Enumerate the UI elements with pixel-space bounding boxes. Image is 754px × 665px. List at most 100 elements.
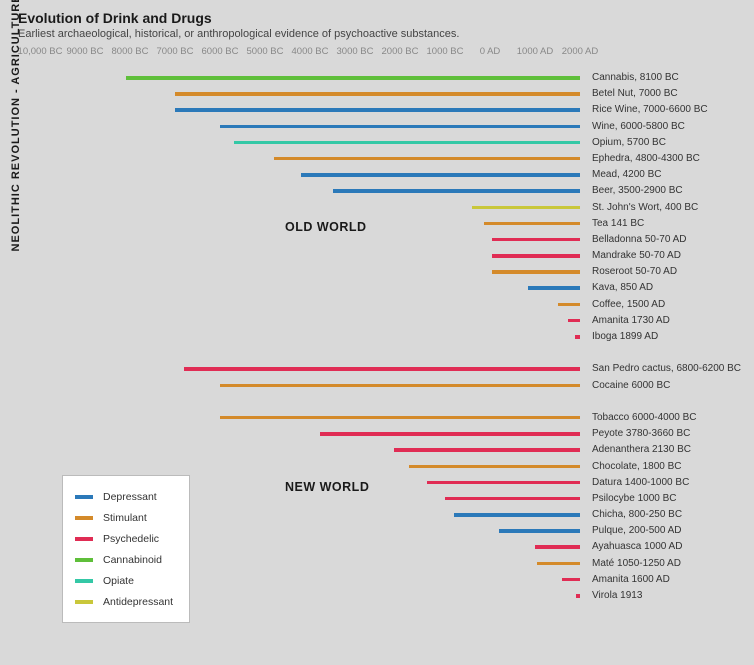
timeline-bar	[333, 189, 581, 193]
row-label: Coffee, 1500 AD	[592, 299, 665, 310]
legend-swatch	[75, 579, 93, 583]
timeline-row: Mandrake 50-70 AD	[40, 248, 740, 264]
axis-tick: 2000 AD	[562, 46, 598, 57]
row-label: Amanita 1600 AD	[592, 574, 670, 585]
timeline-bar	[499, 529, 580, 533]
legend-label: Cannabinoid	[103, 554, 162, 566]
timeline-bar	[427, 481, 580, 485]
axis-tick: 1000 BC	[427, 46, 464, 57]
row-label: Maté 1050-1250 AD	[592, 558, 681, 569]
row-label: Virola 1913	[592, 590, 642, 601]
section-label-old-world: OLD WORLD	[285, 220, 367, 234]
timeline-row: Tea 141 BC	[40, 216, 740, 232]
row-label: Iboga 1899 AD	[592, 331, 658, 342]
timeline-bar	[492, 238, 580, 242]
timeline-row: Peyote 3780-3660 BC	[40, 426, 740, 442]
timeline-row: Wine, 6000-5800 BC	[40, 119, 740, 135]
row-label: Rice Wine, 7000-6600 BC	[592, 104, 708, 115]
row-label: Peyote 3780-3660 BC	[592, 428, 690, 439]
timeline-row: Tobacco 6000-4000 BC	[40, 410, 740, 426]
timeline-row: Betel Nut, 7000 BC	[40, 86, 740, 102]
timeline-row: Kava, 850 AD	[40, 280, 740, 296]
axis-tick: 5000 BC	[247, 46, 284, 57]
legend-swatch	[75, 558, 93, 562]
row-label: Roseroot 50-70 AD	[592, 266, 677, 277]
row-label: Tobacco 6000-4000 BC	[592, 412, 697, 423]
axis-tick: 10,000 BC	[18, 46, 63, 57]
timeline-bar	[568, 319, 580, 323]
row-label: Adenanthera 2130 BC	[592, 444, 691, 455]
timeline-bar	[409, 465, 580, 469]
timeline-bar	[274, 157, 580, 161]
timeline-bar	[558, 303, 581, 307]
legend-label: Antidepressant	[103, 596, 173, 608]
row-label: Kava, 850 AD	[592, 282, 653, 293]
timeline-row: Roseroot 50-70 AD	[40, 264, 740, 280]
axis-tick: 3000 BC	[337, 46, 374, 57]
timeline-row: Cocaine 6000 BC	[40, 378, 740, 394]
legend-swatch	[75, 516, 93, 520]
row-label: Opium, 5700 BC	[592, 137, 666, 148]
timeline-row: Cannabis, 8100 BC	[40, 70, 740, 86]
legend-swatch	[75, 600, 93, 604]
timeline-bar	[220, 384, 580, 388]
timeline-row: San Pedro cactus, 6800-6200 BC	[40, 361, 740, 377]
legend-label: Psychedelic	[103, 533, 159, 545]
chart-title: Evolution of Drink and Drugs	[18, 10, 212, 26]
row-label: Amanita 1730 AD	[592, 315, 670, 326]
axis-tick: 0 AD	[480, 46, 501, 57]
time-axis: 10,000 BC9000 BC8000 BC7000 BC6000 BC500…	[18, 46, 578, 64]
timeline-row: Opium, 5700 BC	[40, 135, 740, 151]
row-label: Chicha, 800-250 BC	[592, 509, 682, 520]
legend-item: Opiate	[75, 570, 173, 591]
timeline-bar	[301, 173, 580, 177]
legend-swatch	[75, 537, 93, 541]
row-label: Ephedra, 4800-4300 BC	[592, 153, 700, 164]
timeline-bar	[484, 222, 580, 226]
chart-subtitle: Earliest archaeological, historical, or …	[18, 28, 459, 40]
timeline-bar	[535, 545, 580, 549]
timeline-row: Ephedra, 4800-4300 BC	[40, 151, 740, 167]
row-label: Psilocybe 1000 BC	[592, 493, 677, 504]
axis-tick: 2000 BC	[382, 46, 419, 57]
row-label: Ayahuasca 1000 AD	[592, 541, 682, 552]
timeline-bar	[394, 448, 580, 452]
axis-tick: 7000 BC	[157, 46, 194, 57]
timeline-row: St. John's Wort, 400 BC	[40, 200, 740, 216]
timeline-bar	[320, 432, 580, 436]
timeline-bar	[528, 286, 580, 290]
timeline-row: Beer, 3500-2900 BC	[40, 183, 740, 199]
timeline-bar	[126, 76, 581, 80]
timeline-bar	[234, 141, 581, 145]
legend-item: Depressant	[75, 486, 173, 507]
axis-tick: 8000 BC	[112, 46, 149, 57]
timeline-bar	[492, 270, 580, 274]
legend-item: Antidepressant	[75, 591, 173, 612]
timeline-bar	[575, 335, 580, 339]
timeline-row: Adenanthera 2130 BC	[40, 442, 740, 458]
timeline-bar	[492, 254, 580, 258]
timeline-bar	[184, 367, 580, 371]
axis-tick: 1000 AD	[517, 46, 553, 57]
timeline-bar	[445, 497, 580, 501]
timeline-bar	[472, 206, 580, 210]
spacer-row	[40, 394, 740, 410]
timeline-row: Mead, 4200 BC	[40, 167, 740, 183]
legend-swatch	[75, 495, 93, 499]
row-label: Wine, 6000-5800 BC	[592, 121, 685, 132]
axis-tick: 6000 BC	[202, 46, 239, 57]
spacer-row	[40, 345, 740, 361]
row-label: Datura 1400-1000 BC	[592, 477, 689, 488]
timeline-bar	[454, 513, 580, 517]
legend-label: Opiate	[103, 575, 134, 587]
row-label: Pulque, 200-500 AD	[592, 525, 682, 536]
legend-item: Cannabinoid	[75, 549, 173, 570]
row-label: Chocolate, 1800 BC	[592, 461, 682, 472]
row-label: Mandrake 50-70 AD	[592, 250, 681, 261]
axis-tick: 4000 BC	[292, 46, 329, 57]
timeline-row: Coffee, 1500 AD	[40, 297, 740, 313]
timeline-row: Chocolate, 1800 BC	[40, 459, 740, 475]
section-label-new-world: NEW WORLD	[285, 480, 369, 494]
row-label: Tea 141 BC	[592, 218, 644, 229]
y-axis-label: NEOLITHIC REVOLUTION - AGRICULTURE	[10, 0, 22, 251]
